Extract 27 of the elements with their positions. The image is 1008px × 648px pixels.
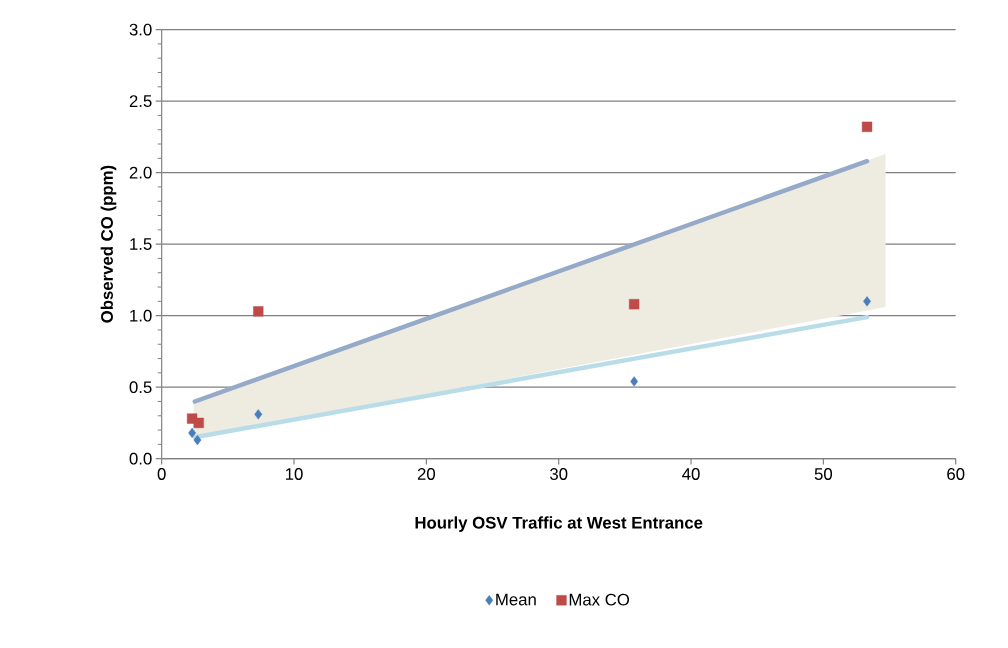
point [188, 427, 197, 439]
y-tick-label: 3.0 [129, 23, 152, 36]
point [193, 434, 202, 446]
x-tick-label: 40 [682, 468, 700, 480]
point [193, 417, 204, 429]
x-tick-label: 0 [157, 468, 166, 480]
y-tick-label: 1.0 [130, 309, 152, 322]
x-tick-label: 10 [285, 468, 303, 480]
y-axis-title: Observed CO (ppm) [100, 165, 117, 323]
point [861, 121, 873, 132]
y-tick-label: 2.0 [129, 166, 152, 179]
legend-label: Max CO [569, 593, 630, 606]
y-tick-label: 0.5 [129, 381, 152, 394]
x-tick-label: 20 [417, 468, 436, 480]
legend-label: Mean [496, 593, 536, 606]
point [629, 299, 640, 310]
x-tick-label: 50 [814, 468, 833, 480]
x-tick-label: 60 [947, 468, 965, 480]
point [254, 409, 263, 420]
y-tick-label: 2.5 [129, 95, 152, 108]
x-axis-title: Hourly OSV Traffic at West Entrance [415, 516, 703, 532]
x-tick-label: 30 [550, 468, 568, 480]
y-tick-label: 0.0 [129, 452, 152, 465]
point [253, 306, 264, 317]
point [630, 376, 639, 387]
point [863, 296, 871, 307]
y-tick-label: 1.5 [130, 238, 152, 250]
